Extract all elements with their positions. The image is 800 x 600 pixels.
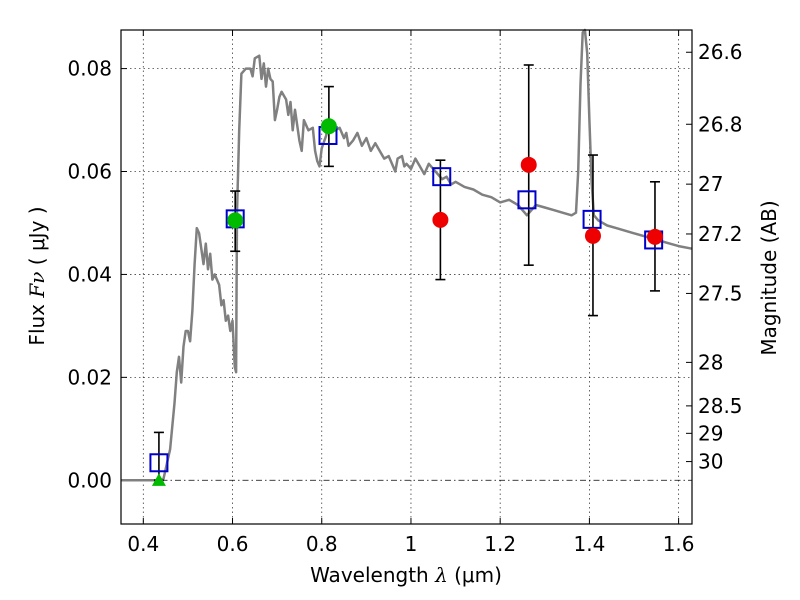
mag-tick-label: 27.2 (698, 222, 743, 246)
measured-flux-point (584, 227, 601, 244)
measured-flux-point (432, 211, 449, 228)
mag-tick-label: 26.8 (698, 112, 743, 136)
x-tick-label: 1 (405, 532, 418, 556)
measured-flux-point (320, 118, 337, 135)
y2-axis-label: Magnitude (AB) (757, 200, 781, 355)
y-tick-label: 0.02 (67, 365, 112, 389)
measured-flux-point (520, 156, 537, 173)
y-tick-label: 0.00 (67, 468, 112, 492)
x-tick-label: 0.6 (217, 532, 249, 556)
y-axis-label: Flux Fν ( μJy ) (25, 206, 49, 345)
measured-flux-point (646, 228, 663, 245)
model-flux-square (432, 167, 452, 187)
mag-tick-label: 27.5 (698, 281, 743, 305)
error-bars (153, 64, 660, 482)
x-tick-label: 1.4 (573, 532, 605, 556)
x-tick-label: 1.2 (484, 532, 516, 556)
model-photometry-boxes (149, 125, 664, 473)
axis-ticks: 0.4 0.6 0.8 1 1.2 1.4 1.6 0.00 0.02 0.04 0.06 0.08 2… (67, 30, 743, 556)
measurement-markers (151, 118, 663, 486)
upper-limit-triangle (151, 473, 166, 486)
model-flux-square (517, 190, 537, 210)
y-tick-label: 0.04 (67, 262, 112, 286)
x-tick-label: 1.6 (663, 532, 695, 556)
model-spectrum-line (121, 28, 693, 482)
mag-tick-label: 30 (698, 450, 723, 474)
mag-tick-label: 27 (698, 172, 723, 196)
x-tick-label: 0.4 (127, 532, 159, 556)
model-flux-square (582, 209, 602, 229)
mag-tick-label: 28 (698, 350, 723, 374)
x-tick-label: 0.8 (306, 532, 338, 556)
y-tick-label: 0.06 (67, 160, 112, 184)
mag-tick-label: 28.5 (698, 394, 743, 418)
model-flux-square (149, 453, 169, 473)
plot-frame (120, 29, 693, 525)
grid (121, 30, 692, 524)
mag-tick-label: 29 (698, 421, 723, 445)
mag-tick-label: 26.6 (698, 40, 743, 64)
measured-flux-point (227, 212, 244, 229)
y-tick-label: 0.08 (67, 57, 112, 81)
x-axis-label: Wavelength λ (μm) (310, 563, 502, 587)
